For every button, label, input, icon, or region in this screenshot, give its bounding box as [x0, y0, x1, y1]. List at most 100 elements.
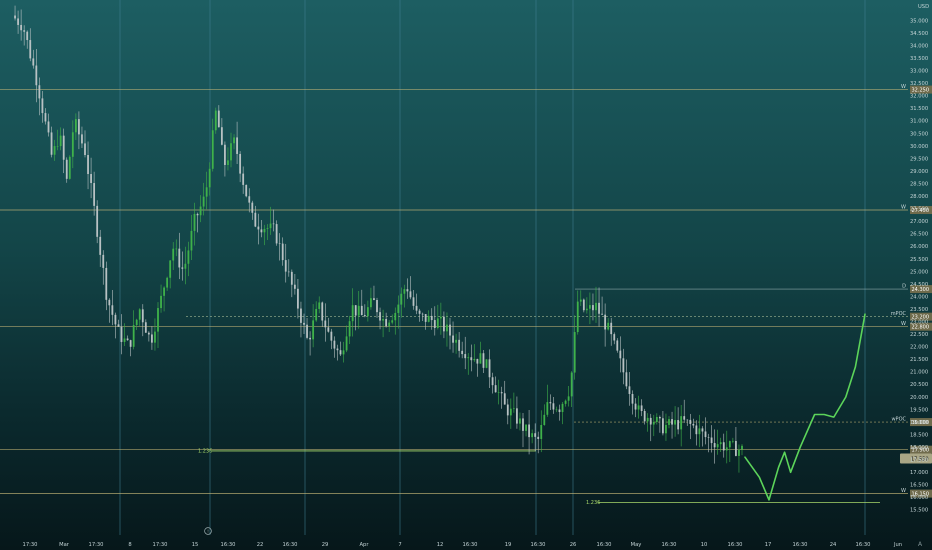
time-axis[interactable]: 17:30 Mar 17:30 8 17:30 15 16:30 22 16:30 29 Apr 7 1… [23, 542, 903, 548]
level-badge-2 [910, 285, 932, 294]
candle-body [738, 449, 740, 456]
candle-body [300, 308, 302, 323]
candle-body [248, 196, 251, 203]
candle-body [263, 228, 266, 233]
candle-body [41, 98, 44, 114]
candle-body [649, 417, 652, 425]
event-marker-icon[interactable] [204, 527, 212, 535]
x-tick-label-2: 17:30 [89, 542, 104, 548]
candle-body [175, 248, 178, 250]
x-tick-label-15: 16:30 [531, 542, 546, 548]
candle-body [281, 243, 284, 261]
candle-body [555, 409, 558, 411]
level-label-2: D [902, 284, 906, 290]
candle-body [44, 113, 47, 122]
currency-label: USD [918, 4, 929, 10]
level-label-1: W [901, 205, 906, 211]
candle-body [266, 228, 269, 229]
candle-body [479, 353, 482, 364]
candle-body [108, 299, 111, 306]
y-tick-label-5: 18.000 [910, 445, 928, 451]
candle-body [239, 153, 242, 174]
candle-body [662, 418, 664, 434]
candle-body [397, 304, 400, 313]
candle-body [412, 297, 415, 306]
candle-body [379, 312, 381, 321]
candle-body [576, 301, 579, 333]
price-axis[interactable]: 15.500 16.000 16.500 17.000 17.500 18.000 18.5… [910, 18, 928, 513]
level-badge-text-5: 19.000 [912, 420, 930, 426]
price-levels: W 32.250 W 27.450 D 24.300 mPOC 23.200 W 22.800 wP… [0, 84, 932, 498]
candle-body [211, 130, 214, 169]
candle-body [427, 315, 430, 322]
candle-body [360, 305, 363, 316]
candle-body [14, 15, 16, 19]
candle-body [458, 339, 461, 351]
candle-body [157, 308, 159, 332]
candle-body [640, 405, 643, 411]
fib-label-1: 1.236 [586, 500, 600, 506]
candle-body [32, 58, 35, 66]
candle-body [141, 309, 144, 323]
candle-body [543, 414, 546, 425]
candle-body [105, 267, 108, 300]
candle-body [488, 359, 491, 378]
candle-body [652, 422, 655, 425]
y-tick-label-7: 19.000 [910, 420, 928, 426]
candle-body [342, 350, 345, 355]
candle-body [357, 305, 360, 316]
candle-body [655, 416, 658, 423]
candle-body [96, 205, 99, 237]
candle-body [631, 393, 634, 404]
candle-body [208, 168, 211, 188]
level-badge-text-0: 32.250 [912, 87, 930, 93]
candle-body [187, 250, 190, 264]
candle-body [278, 243, 281, 245]
candle-body [154, 331, 156, 343]
candle-body [65, 159, 68, 179]
candle-body [160, 295, 162, 309]
candle-body [59, 135, 62, 147]
candle-body [227, 160, 229, 165]
y-tick-label-20: 25.500 [910, 257, 928, 263]
y-tick-label-14: 22.500 [910, 332, 928, 338]
candle-body [710, 437, 713, 444]
candle-body [151, 334, 153, 343]
y-tick-label-18: 24.500 [910, 282, 928, 288]
x-tick-label-17: 16:30 [597, 542, 612, 548]
candle-body [293, 284, 296, 289]
candle-body [546, 402, 549, 415]
candle-body [242, 173, 245, 185]
candle-body [193, 213, 196, 231]
candle-body [689, 419, 692, 424]
candle-body [348, 321, 351, 337]
candle-body [424, 314, 427, 322]
candle-body [519, 418, 521, 424]
x-tick-label-1: Mar [59, 542, 70, 548]
candle-body [147, 332, 150, 335]
y-tick-label-17: 24.000 [910, 294, 928, 300]
y-tick-label-36: 33.500 [910, 56, 928, 62]
y-tick-label-33: 32.000 [910, 94, 928, 100]
axis-settings-icon[interactable]: A [918, 541, 923, 548]
candle-body [464, 354, 467, 359]
x-tick-label-25: 16:30 [856, 542, 871, 548]
y-tick-label-27: 29.000 [910, 169, 928, 175]
x-tick-label-9: 29 [322, 542, 329, 548]
candle-body [336, 348, 339, 351]
candle-body [23, 30, 26, 32]
y-tick-label-3: 17.000 [910, 470, 928, 476]
candle-body [601, 313, 603, 315]
candle-body [236, 137, 238, 154]
candle-body [570, 372, 573, 397]
candle-body [84, 143, 86, 156]
candle-body [199, 206, 202, 216]
candle-body [592, 305, 594, 311]
candle-body [230, 143, 232, 161]
candle-body [674, 420, 676, 425]
candle-body [677, 420, 680, 430]
candle-body [20, 24, 23, 31]
candle-body [509, 408, 512, 416]
y-tick-label-12: 21.500 [910, 357, 928, 363]
